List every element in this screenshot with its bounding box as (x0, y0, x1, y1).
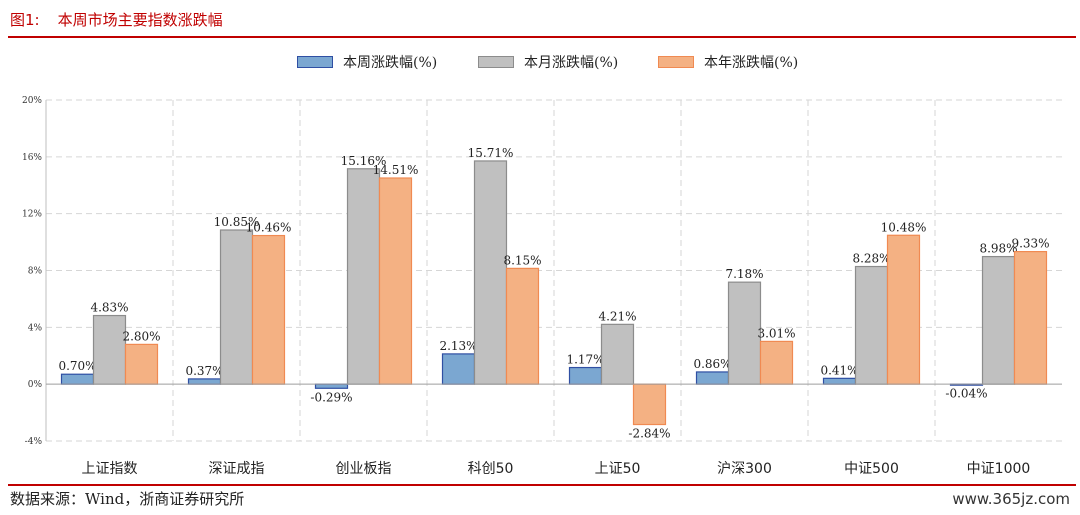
data-label: 3.01% (757, 326, 795, 340)
data-label: 2.80% (122, 329, 160, 343)
bar (219, 229, 254, 385)
bar (822, 377, 857, 385)
figure-title: 图1: 本周市场主要指数涨跌幅 (10, 8, 223, 32)
category-label: 创业板指 (336, 461, 392, 477)
data-label: 8.98% (979, 242, 1017, 256)
category-label: 中证500 (844, 461, 899, 477)
legend-label-monthly: 本月涨跌幅(%) (524, 55, 619, 71)
legend-item-weekly: 本周涨跌幅(%) (297, 50, 437, 74)
category-label: 中证1000 (967, 461, 1031, 477)
data-label: 15.16% (341, 154, 387, 168)
data-label: 4.83% (90, 301, 128, 315)
data-label: -0.04% (945, 387, 987, 401)
bar (854, 265, 889, 385)
legend-swatch-yearly (658, 56, 694, 68)
bar (505, 267, 540, 385)
data-label: 8.28% (852, 252, 890, 266)
data-label: 14.51% (373, 163, 419, 177)
data-label: 9.33% (1011, 237, 1049, 251)
data-label: 1.17% (566, 353, 604, 367)
legend-label-weekly: 本周涨跌幅(%) (343, 55, 438, 71)
y-tick-label: 12% (22, 210, 42, 220)
figure-number: 图1: (10, 11, 40, 29)
category-label: 沪深300 (717, 461, 772, 477)
legend-label-yearly: 本年涨跌幅(%) (704, 55, 799, 71)
data-label: 2.13% (439, 339, 477, 353)
category-label: 科创50 (468, 461, 514, 477)
data-label: 0.86% (693, 357, 731, 371)
bar (600, 323, 635, 385)
top-rule (8, 36, 1076, 38)
y-tick-label: -4% (25, 437, 43, 447)
bar (473, 160, 508, 385)
data-label: -0.29% (310, 390, 352, 404)
data-label: 7.18% (725, 267, 763, 281)
y-tick-label: 16% (22, 153, 42, 163)
legend-item-yearly: 本年涨跌幅(%) (658, 50, 798, 74)
bar (60, 373, 95, 385)
data-label: 10.46% (246, 221, 292, 235)
data-label: 0.37% (185, 364, 223, 378)
bar (1013, 251, 1048, 385)
y-tick-label: 0% (28, 380, 43, 390)
y-tick-label: 20% (22, 96, 42, 106)
data-label: 10.48% (881, 220, 927, 234)
bar (727, 281, 762, 385)
bar (251, 234, 286, 385)
category-label: 上证50 (595, 461, 641, 477)
data-label: 10.85% (214, 215, 260, 229)
bar (886, 234, 921, 385)
data-label: 0.41% (820, 363, 858, 377)
bar (346, 168, 381, 385)
data-label: 4.21% (598, 309, 636, 323)
bar (92, 314, 127, 385)
watermark: www.365jz.com (952, 490, 1070, 508)
legend-item-monthly: 本月涨跌幅(%) (478, 50, 618, 74)
data-label: 8.15% (503, 253, 541, 267)
bar (378, 177, 413, 385)
category-label: 深证成指 (209, 461, 265, 477)
bar (981, 255, 1016, 385)
bar (187, 378, 222, 385)
bar (632, 383, 667, 426)
bar (568, 366, 603, 385)
bar (695, 371, 730, 385)
legend-swatch-weekly (297, 56, 333, 68)
source-note: 数据来源：Wind，浙商证券研究所 (10, 490, 245, 508)
data-label: -2.84% (628, 427, 670, 441)
category-label: 上证指数 (82, 461, 138, 477)
legend-swatch-monthly (478, 56, 514, 68)
y-tick-label: 8% (28, 267, 43, 277)
bottom-rule (8, 484, 1076, 486)
y-tick-label: 4% (28, 323, 43, 333)
bar (441, 353, 476, 385)
bar (759, 340, 794, 385)
figure-title-text: 本周市场主要指数涨跌幅 (57, 11, 223, 29)
bar (314, 383, 349, 389)
data-label: 0.70% (58, 359, 96, 373)
bar (124, 343, 159, 385)
data-label: 15.71% (468, 146, 514, 160)
chart-legend: 本周涨跌幅(%) 本月涨跌幅(%) 本年涨跌幅(%) (0, 50, 1080, 74)
